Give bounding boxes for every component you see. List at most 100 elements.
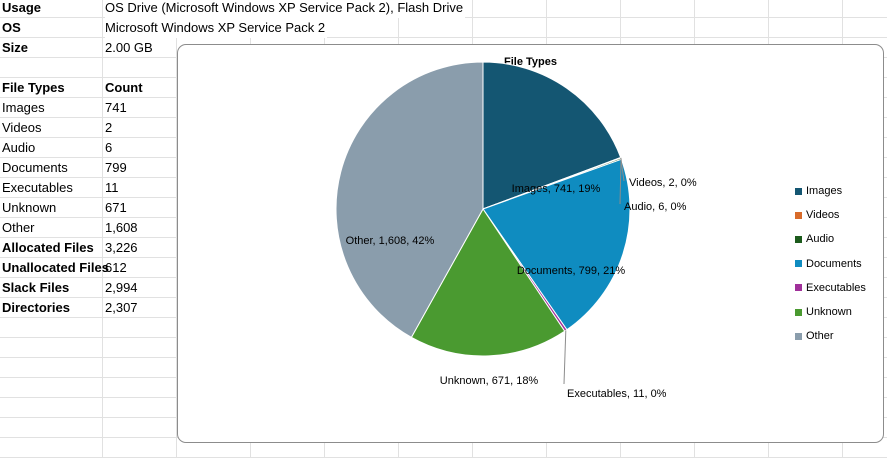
legend-swatch bbox=[795, 332, 802, 340]
sheet-cell[interactable] bbox=[103, 358, 177, 378]
sheet-cell[interactable] bbox=[103, 378, 177, 398]
data-label-videos: Videos, 2, 0% bbox=[629, 177, 697, 189]
sheet-cell[interactable] bbox=[325, 18, 399, 38]
sheet-cell[interactable] bbox=[0, 378, 103, 398]
row-label-cell[interactable]: File Types bbox=[0, 78, 103, 98]
row-label-cell[interactable]: Allocated Files bbox=[0, 238, 103, 258]
row-label-cell[interactable]: Directories bbox=[0, 298, 103, 318]
legend-label: Videos bbox=[806, 209, 840, 222]
data-label-images: Images, 741, 19% bbox=[512, 183, 601, 195]
leader-line-audio bbox=[619, 158, 622, 205]
sheet-cell[interactable] bbox=[769, 18, 843, 38]
legend-label: Documents bbox=[806, 257, 862, 270]
leader-line-executables bbox=[563, 330, 567, 385]
legend-label: Audio bbox=[806, 233, 835, 246]
legend-label: Executables bbox=[806, 281, 866, 294]
legend-item-images[interactable]: Images bbox=[795, 179, 866, 203]
row-value-cell[interactable]: 741 bbox=[103, 98, 177, 118]
pie-slice-documents[interactable] bbox=[482, 158, 631, 331]
row-value-cell[interactable]: 2,994 bbox=[103, 278, 177, 298]
row-value-cell[interactable]: 2.00 GB bbox=[103, 38, 177, 58]
sheet-cell[interactable] bbox=[769, 0, 843, 18]
legend-swatch bbox=[795, 260, 802, 268]
row-value-cell[interactable]: 799 bbox=[103, 158, 177, 178]
sheet-cell[interactable] bbox=[695, 0, 769, 18]
legend-label: Other bbox=[806, 330, 834, 343]
row-value-cell[interactable]: 1,608 bbox=[103, 218, 177, 238]
legend-swatch bbox=[795, 235, 802, 243]
sheet-cell[interactable] bbox=[547, 18, 621, 38]
pie-slice-unknown[interactable] bbox=[410, 208, 566, 357]
row-label-cell[interactable] bbox=[0, 58, 103, 78]
row-value-cell[interactable]: 612 bbox=[103, 258, 177, 278]
legend-item-executables[interactable]: Executables bbox=[795, 276, 866, 300]
row-label-cell[interactable]: Unknown bbox=[0, 198, 103, 218]
row-value-cell[interactable]: 3,226 bbox=[103, 238, 177, 258]
row-label-cell[interactable]: Executables bbox=[0, 178, 103, 198]
sheet-row: OS Microsoft Windows XP Service Pack 2 bbox=[0, 18, 887, 38]
legend-swatch bbox=[795, 187, 802, 195]
row-label-cell[interactable]: Other bbox=[0, 218, 103, 238]
sheet-cell[interactable] bbox=[0, 398, 103, 418]
sheet-cell[interactable] bbox=[621, 18, 695, 38]
row-value-cell[interactable]: 6 bbox=[103, 138, 177, 158]
legend-item-audio[interactable]: Audio bbox=[795, 227, 866, 251]
row-label-cell[interactable]: Documents bbox=[0, 158, 103, 178]
legend-item-documents[interactable]: Documents bbox=[795, 252, 866, 276]
legend-label: Unknown bbox=[806, 306, 852, 319]
pie-chart[interactable]: File Types Images, 741, 19% Videos, 2, 0%… bbox=[177, 44, 884, 443]
row-label-cell[interactable]: Usage bbox=[0, 0, 103, 18]
data-label-executables: Executables, 11, 0% bbox=[567, 388, 667, 400]
row-value-cell[interactable]: Count bbox=[103, 78, 177, 98]
sheet-cell[interactable] bbox=[103, 418, 177, 438]
row-label-cell[interactable]: Videos bbox=[0, 118, 103, 138]
sheet-cell[interactable] bbox=[473, 0, 547, 18]
data-label-other: Other, 1,608, 42% bbox=[346, 235, 435, 247]
row-value-cell[interactable]: OS Drive (Microsoft Windows XP Service P… bbox=[105, 0, 466, 18]
row-value-cell[interactable]: 671 bbox=[103, 198, 177, 218]
row-value-cell[interactable]: Microsoft Windows XP Service Pack 2 bbox=[105, 18, 328, 38]
legend-label: Images bbox=[806, 185, 843, 198]
legend-item-videos[interactable]: Videos bbox=[795, 203, 866, 227]
chart-title: File Types bbox=[504, 56, 557, 68]
sheet-cell[interactable] bbox=[547, 0, 621, 18]
sheet-cell[interactable] bbox=[0, 358, 103, 378]
pie-slice-images[interactable] bbox=[482, 61, 622, 210]
legend-swatch bbox=[795, 211, 802, 219]
data-label-unknown: Unknown, 671, 18% bbox=[440, 375, 539, 387]
row-label-cell[interactable]: Slack Files bbox=[0, 278, 103, 298]
sheet-cell[interactable] bbox=[103, 338, 177, 358]
sheet-cell[interactable] bbox=[0, 318, 103, 338]
data-label-audio: Audio, 6, 0% bbox=[624, 201, 687, 213]
row-label-cell[interactable]: Images bbox=[0, 98, 103, 118]
sheet-cell[interactable] bbox=[103, 318, 177, 338]
row-value-cell[interactable]: 2 bbox=[103, 118, 177, 138]
sheet-cell[interactable] bbox=[695, 18, 769, 38]
sheet-cell[interactable] bbox=[103, 398, 177, 418]
chart-legend: Images Videos Audio Documents Executables Unk… bbox=[795, 179, 866, 348]
sheet-cell[interactable] bbox=[621, 0, 695, 18]
sheet-cell[interactable] bbox=[843, 0, 887, 18]
sheet-cell[interactable] bbox=[0, 438, 103, 458]
sheet-cell[interactable] bbox=[843, 18, 887, 38]
legend-item-other[interactable]: Other bbox=[795, 324, 866, 348]
row-label-cell[interactable]: Unallocated Files bbox=[0, 258, 109, 278]
legend-item-unknown[interactable]: Unknown bbox=[795, 300, 866, 324]
row-label-cell[interactable]: Size bbox=[0, 38, 103, 58]
row-value-cell[interactable] bbox=[103, 58, 177, 78]
sheet-cell[interactable] bbox=[103, 438, 177, 458]
sheet-cell[interactable] bbox=[473, 18, 547, 38]
sheet-cell[interactable] bbox=[0, 418, 103, 438]
data-label-documents: Documents, 799, 21% bbox=[517, 265, 625, 277]
sheet-row: Usage OS Drive (Microsoft Windows XP Serv… bbox=[0, 0, 887, 18]
row-label-cell[interactable]: OS bbox=[0, 18, 103, 38]
row-label-cell[interactable]: Audio bbox=[0, 138, 103, 158]
row-value-cell[interactable]: 11 bbox=[103, 178, 177, 198]
sheet-cell[interactable] bbox=[0, 338, 103, 358]
pie-plot-area: Images, 741, 19% Videos, 2, 0% Audio, 6, 0… bbox=[335, 61, 697, 400]
legend-swatch bbox=[795, 308, 802, 316]
legend-swatch bbox=[795, 284, 802, 292]
sheet-cell[interactable] bbox=[399, 18, 473, 38]
pie-slice-other[interactable] bbox=[335, 61, 484, 339]
row-value-cell[interactable]: 2,307 bbox=[103, 298, 177, 318]
